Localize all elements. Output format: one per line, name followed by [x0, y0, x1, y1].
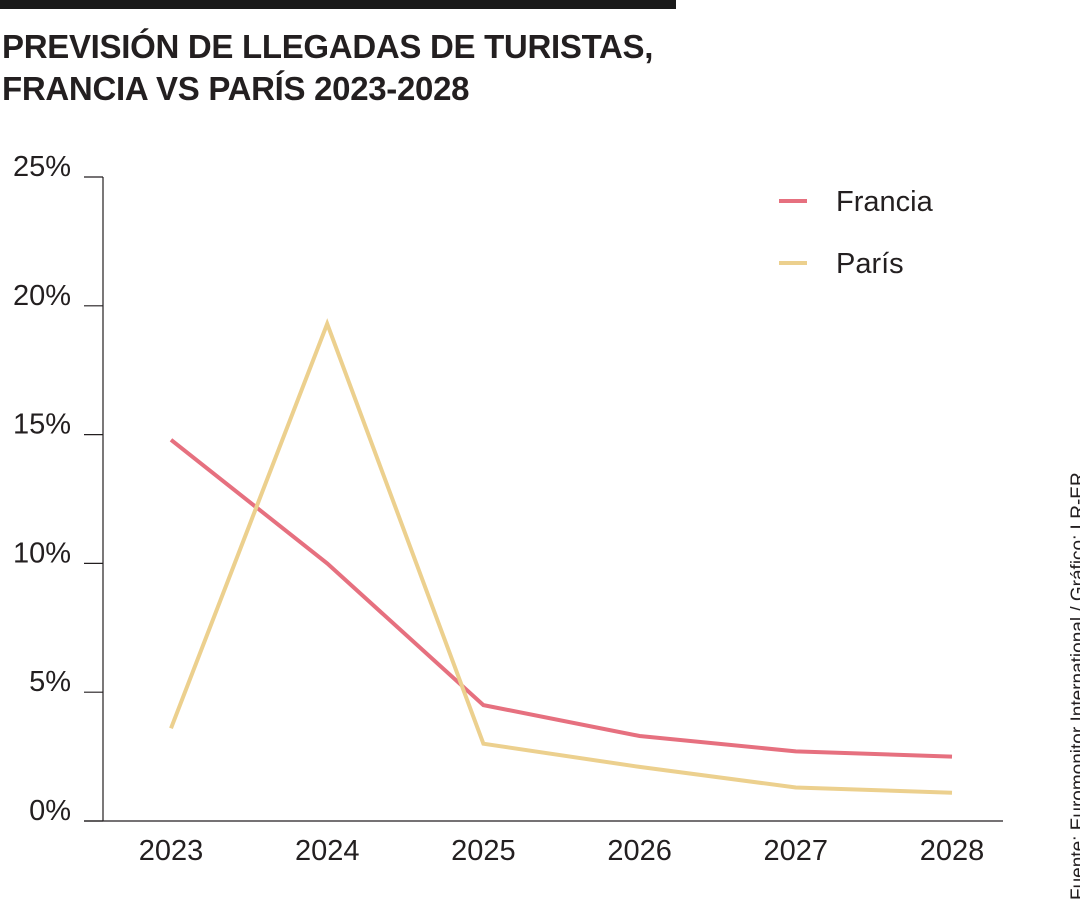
- series-lines: [169, 318, 953, 795]
- x-tick-label: 2028: [920, 835, 985, 867]
- y-tick-label: 10%: [13, 537, 71, 569]
- x-tick-label: 2025: [451, 835, 516, 867]
- x-tick-label: 2023: [139, 835, 204, 867]
- y-tick-label: 0%: [29, 795, 71, 827]
- legend-label: París: [836, 248, 904, 280]
- y-axis: 0% 5% 10% 15% 20% 25%: [13, 151, 104, 827]
- y-tick-label: 5%: [29, 666, 71, 698]
- chart-title: PREVISIÓN DE LLEGADAS DE TURISTAS, FRANC…: [2, 26, 702, 110]
- source-credit: Fuente: Euromonitor International / Gráf…: [1068, 472, 1080, 900]
- x-tick-label: 2027: [764, 835, 829, 867]
- x-axis: 2023 2024 2025 2026 2027 2028: [84, 820, 1003, 867]
- y-tick-label: 15%: [13, 409, 71, 441]
- y-tick-label: 20%: [13, 280, 71, 312]
- top-rule: [0, 0, 676, 9]
- y-tick-label: 25%: [13, 151, 71, 183]
- legend-label: Francia: [836, 186, 934, 218]
- x-tick-label: 2026: [607, 835, 672, 867]
- series-line-paris: [169, 318, 953, 795]
- series-line-francia: [169, 438, 953, 759]
- chart-title-line-2: FRANCIA VS PARÍS 2023-2028: [2, 70, 470, 107]
- x-tick-label: 2024: [295, 835, 360, 867]
- legend: Francia París: [779, 186, 934, 280]
- chart-title-line-1: PREVISIÓN DE LLEGADAS DE TURISTAS,: [2, 28, 654, 65]
